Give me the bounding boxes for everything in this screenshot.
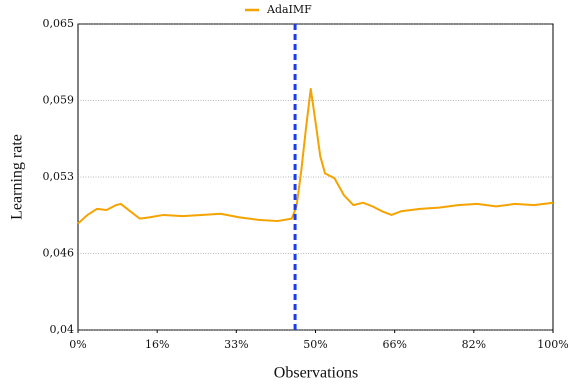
x-tick-label: 82%: [462, 338, 486, 351]
y-tick-label: 0,059: [43, 94, 75, 107]
x-tick-label: 50%: [303, 338, 327, 351]
x-axis-title: Observations: [274, 365, 358, 382]
series-line: [77, 87, 554, 225]
x-tick-label: 66%: [382, 338, 406, 351]
y-tick-label: 0,065: [43, 17, 75, 30]
x-tick-label: 16%: [145, 338, 169, 351]
x-tick-label: 33%: [224, 338, 248, 351]
x-tick-label: 0%: [69, 338, 86, 351]
y-axis-title: Learning rate: [9, 134, 26, 220]
x-tick-label: 100%: [537, 338, 568, 351]
y-tick-label: 0,04: [50, 323, 75, 336]
y-tick-label: 0,046: [43, 247, 75, 260]
legend-label: AdaIMF: [266, 3, 312, 16]
y-tick-label: 0,053: [43, 170, 75, 183]
